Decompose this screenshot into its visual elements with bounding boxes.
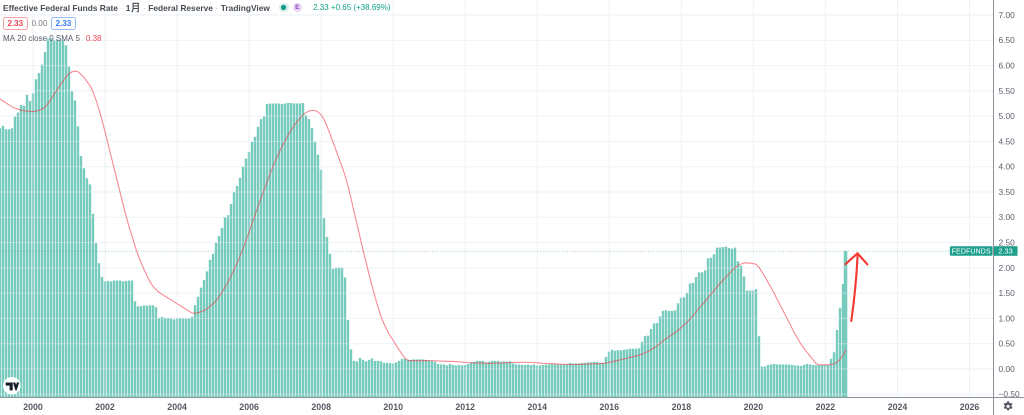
- svg-text:2008: 2008: [311, 402, 331, 412]
- svg-text:6.50: 6.50: [999, 35, 1016, 45]
- svg-text:2024: 2024: [888, 402, 908, 412]
- svg-text:2006: 2006: [239, 402, 259, 412]
- svg-text:1.50: 1.50: [999, 288, 1016, 298]
- svg-text:0.00: 0.00: [999, 364, 1016, 374]
- svg-text:2020: 2020: [744, 402, 764, 412]
- svg-text:2.33: 2.33: [998, 247, 1012, 256]
- svg-text:2004: 2004: [167, 402, 187, 412]
- svg-text:2022: 2022: [816, 402, 836, 412]
- svg-text:2016: 2016: [600, 402, 620, 412]
- svg-text:2012: 2012: [455, 402, 475, 412]
- svg-text:2000: 2000: [23, 402, 43, 412]
- svg-text:2018: 2018: [672, 402, 692, 412]
- svg-text:2026: 2026: [960, 402, 980, 412]
- svg-text:4.00: 4.00: [999, 162, 1016, 172]
- svg-text:2010: 2010: [383, 402, 403, 412]
- svg-text:2.00: 2.00: [999, 263, 1016, 273]
- svg-text:FEDFUNDS: FEDFUNDS: [952, 248, 991, 255]
- svg-text:2.50: 2.50: [999, 238, 1016, 248]
- svg-text:−0.50: −0.50: [999, 389, 1021, 399]
- svg-text:1.00: 1.00: [999, 313, 1016, 323]
- svg-text:7.00: 7.00: [999, 10, 1016, 20]
- svg-text:0.50: 0.50: [999, 339, 1016, 349]
- svg-text:5.00: 5.00: [999, 111, 1016, 121]
- svg-text:2014: 2014: [528, 402, 548, 412]
- svg-text:3.50: 3.50: [999, 187, 1016, 197]
- svg-text:2002: 2002: [95, 402, 115, 412]
- svg-text:6.00: 6.00: [999, 61, 1016, 71]
- svg-text:3.00: 3.00: [999, 212, 1016, 222]
- svg-text:5.50: 5.50: [999, 86, 1016, 96]
- svg-text:4.50: 4.50: [999, 136, 1016, 146]
